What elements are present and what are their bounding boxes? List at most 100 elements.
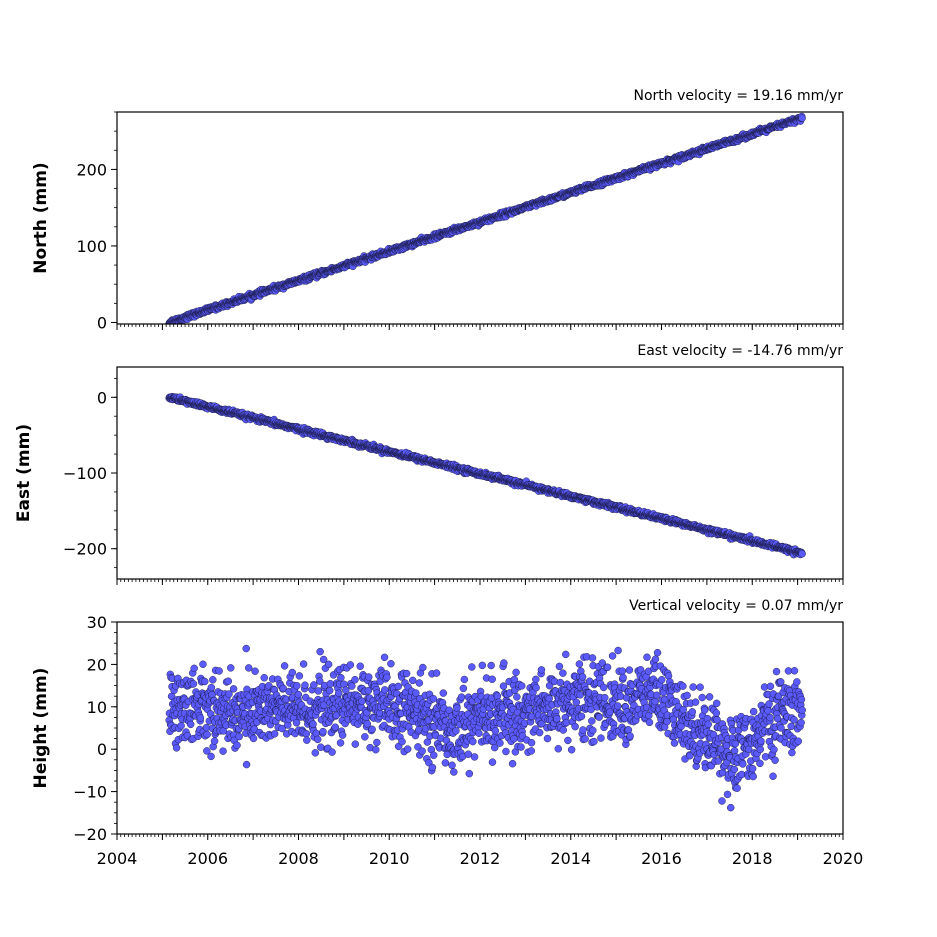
data-point — [201, 677, 209, 686]
data-point — [419, 663, 427, 672]
data-point — [293, 682, 301, 690]
panel-3: 2004 2006 2008 2010 2012 2014 2016 2018 2020−20−… — [31, 598, 863, 868]
data-point — [361, 733, 369, 741]
data-point — [186, 720, 195, 729]
data-point — [402, 669, 411, 678]
data-point — [348, 682, 356, 690]
data-point — [363, 720, 372, 728]
data-point — [196, 714, 205, 722]
data-point — [373, 738, 381, 747]
y-axis-title: East (mm) — [14, 424, 34, 522]
data-point — [190, 664, 198, 673]
y-tick-label: 0 — [97, 313, 107, 332]
data-point — [429, 694, 438, 703]
data-point — [383, 673, 391, 681]
data-point — [229, 685, 238, 693]
data-point — [342, 686, 350, 694]
data-point — [299, 660, 308, 668]
data-point — [441, 759, 450, 767]
data-point — [365, 673, 373, 681]
data-point — [242, 644, 250, 653]
data-point — [207, 752, 215, 761]
y-tick-label: 200 — [76, 160, 107, 179]
data-point — [210, 737, 219, 745]
data-point — [227, 664, 235, 672]
data-point — [380, 653, 389, 662]
data-point — [249, 734, 258, 743]
data-point — [310, 681, 318, 689]
data-point — [478, 661, 487, 670]
data-point — [448, 761, 456, 769]
data-point — [488, 758, 497, 766]
panel-2: 0 −100 −200 East (mm) East velocity = -14.76… — [14, 343, 844, 585]
data-point — [313, 735, 322, 744]
data-point — [295, 672, 304, 680]
data-point — [224, 677, 233, 685]
data-point — [403, 745, 412, 753]
velocity-label: North velocity = 19.16 mm/yr — [633, 88, 843, 104]
data-point — [387, 659, 395, 668]
data-point — [428, 763, 437, 772]
data-point — [460, 675, 469, 684]
data-point — [439, 689, 448, 697]
data-point — [351, 740, 360, 748]
data-point — [301, 681, 309, 689]
data-point — [453, 704, 461, 712]
scatter-series — [165, 112, 806, 324]
data-point — [468, 663, 476, 671]
data-point — [470, 753, 479, 761]
data-point — [319, 727, 327, 736]
y-tick-label: 0 — [97, 388, 107, 407]
data-point — [469, 737, 477, 746]
data-point — [235, 732, 243, 741]
y-tick-label: −100 — [63, 464, 107, 483]
data-point — [337, 673, 345, 682]
scatter-series — [165, 644, 806, 812]
data-point — [491, 727, 500, 735]
data-point — [338, 731, 347, 739]
data-point — [356, 662, 364, 670]
data-point — [487, 661, 495, 670]
data-point — [351, 675, 359, 684]
data-point — [242, 760, 251, 769]
data-point — [346, 661, 355, 669]
data-point — [328, 748, 336, 756]
y-tick-label: 100 — [76, 237, 107, 256]
data-point — [189, 680, 198, 688]
data-point — [203, 730, 211, 739]
data-point — [219, 747, 227, 755]
data-point — [316, 647, 324, 656]
data-point — [294, 690, 303, 699]
y-axis-title: North (mm) — [31, 162, 51, 273]
data-point — [475, 729, 483, 737]
data-point — [408, 676, 417, 685]
velocity-label: East velocity = -14.76 mm/yr — [637, 343, 843, 359]
data-point — [418, 747, 426, 755]
data-point — [215, 667, 223, 675]
data-point — [336, 739, 345, 747]
data-point — [415, 679, 424, 687]
data-point — [311, 749, 319, 757]
data-point — [465, 769, 474, 778]
data-point — [245, 664, 253, 672]
data-point — [459, 684, 468, 693]
data-point — [368, 725, 376, 734]
data-point — [372, 745, 380, 754]
data-point — [488, 675, 496, 683]
data-point — [798, 114, 806, 122]
data-point — [325, 686, 334, 695]
data-point — [172, 744, 181, 752]
data-point — [335, 689, 343, 697]
data-point — [303, 736, 311, 744]
data-point — [302, 730, 311, 738]
data-point — [464, 750, 473, 758]
data-point — [207, 683, 216, 692]
data-point — [331, 723, 339, 731]
data-point — [260, 674, 268, 682]
data-point — [450, 768, 458, 776]
data-point — [251, 667, 259, 675]
data-point — [209, 676, 217, 684]
y-tick-label: −200 — [63, 540, 107, 559]
data-point — [798, 550, 806, 558]
